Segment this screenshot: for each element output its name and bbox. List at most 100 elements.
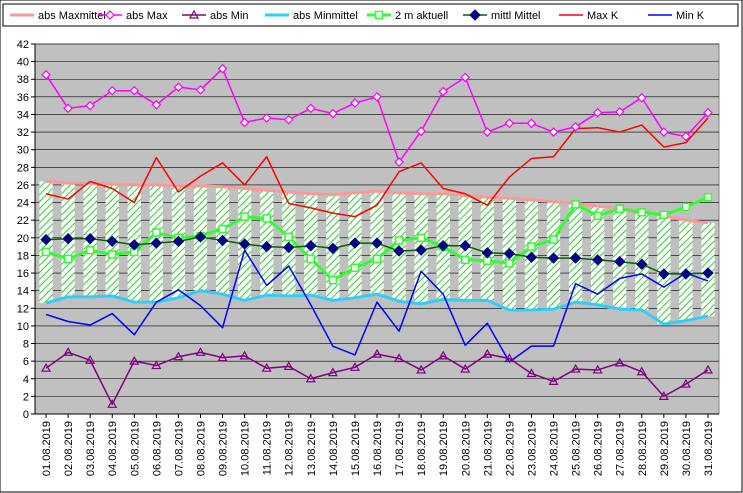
data-point <box>128 239 140 251</box>
y-tick-label: 30 <box>17 145 29 157</box>
data-point <box>548 376 559 386</box>
data-point <box>372 254 382 264</box>
data-point <box>151 99 162 110</box>
y-tick-label: 2 <box>23 391 29 403</box>
data-point <box>593 211 602 221</box>
x-tick-label: 13.08.2019 <box>306 421 318 476</box>
data-point <box>172 235 185 248</box>
data-point <box>415 244 427 256</box>
data-point <box>393 245 405 257</box>
y-tick-label: 34 <box>17 109 29 121</box>
data-point <box>702 267 714 279</box>
y-tick-label: 24 <box>17 198 29 210</box>
data-point <box>350 98 360 108</box>
x-tick-label: 09.08.2019 <box>218 421 230 476</box>
x-tick-label: 18.08.2019 <box>416 421 428 476</box>
data-point <box>459 240 471 252</box>
data-point <box>40 233 52 246</box>
data-point <box>239 117 250 128</box>
data-point <box>615 204 624 213</box>
y-tick-label: 4 <box>23 374 29 386</box>
x-tick-label: 04.08.2019 <box>107 421 119 476</box>
data-point <box>416 364 427 374</box>
data-point <box>527 242 536 251</box>
data-point <box>216 234 229 247</box>
data-point <box>150 237 163 249</box>
data-point <box>636 366 647 376</box>
x-tick-label: 03.08.2019 <box>85 421 97 476</box>
data-point <box>703 107 713 118</box>
data-point <box>658 268 670 280</box>
series-line <box>45 117 709 218</box>
data-point <box>40 362 52 372</box>
data-point <box>63 347 74 356</box>
data-point <box>239 350 250 360</box>
data-point <box>374 10 384 20</box>
data-point <box>416 126 426 137</box>
x-axis-ticks: 01.08.2019 02.08.2019 03.08.2019 04.08.2019… <box>34 44 719 476</box>
data-point <box>592 107 603 118</box>
data-point <box>636 258 648 270</box>
data-point <box>85 245 95 255</box>
data-point <box>460 363 471 373</box>
data-point <box>261 362 272 372</box>
data-point <box>188 9 200 19</box>
legend-label: abs Min <box>210 10 249 22</box>
data-point <box>305 373 316 383</box>
x-tick-label: 27.08.2019 <box>615 421 627 476</box>
data-point <box>105 10 115 20</box>
data-point <box>482 127 493 137</box>
data-point <box>680 268 692 280</box>
x-tick-label: 16.08.2019 <box>372 421 384 476</box>
y-tick-label: 36 <box>17 92 29 104</box>
data-point <box>217 352 228 362</box>
data-point <box>306 254 316 264</box>
data-point <box>195 347 206 356</box>
data-point <box>349 237 361 249</box>
data-point <box>637 208 647 217</box>
data-point <box>570 363 581 373</box>
series-line <box>45 351 709 406</box>
x-tick-label: 22.08.2019 <box>504 421 516 476</box>
x-tick-label: 25.08.2019 <box>571 421 583 476</box>
data-point <box>658 127 669 137</box>
data-point <box>63 103 73 114</box>
x-tick-label: 29.08.2019 <box>659 421 671 476</box>
data-point <box>636 92 647 103</box>
legend-label: Max K <box>587 10 619 22</box>
data-point <box>85 100 96 111</box>
data-point <box>107 85 118 96</box>
legend: abs Maxmittel abs Max abs Min abs Minmittel… <box>2 3 739 27</box>
data-point <box>371 348 383 358</box>
data-point <box>41 69 51 80</box>
data-point <box>460 72 471 83</box>
data-point <box>469 9 481 21</box>
legend-label: abs Max <box>126 10 168 22</box>
x-tick-label: 31.08.2019 <box>703 421 715 476</box>
legend-label: abs Maxmittel <box>38 10 106 22</box>
data-point <box>570 121 581 132</box>
x-tick-label: 02.08.2019 <box>63 421 75 476</box>
data-point <box>438 350 449 360</box>
data-point <box>394 236 404 245</box>
y-tick-label: 14 <box>17 286 29 298</box>
data-point <box>614 255 626 268</box>
data-point <box>592 364 603 374</box>
x-tick-label: 30.08.2019 <box>681 421 693 476</box>
data-point <box>503 247 516 260</box>
y-tick-label: 40 <box>17 57 29 69</box>
x-tick-label: 14.08.2019 <box>328 421 340 476</box>
data-point <box>481 247 494 259</box>
data-point <box>328 275 338 285</box>
data-point <box>283 114 294 125</box>
data-point <box>262 214 271 223</box>
data-point <box>173 82 184 93</box>
y-tick-label: 38 <box>17 74 29 86</box>
data-point <box>658 391 669 400</box>
data-point <box>327 242 339 255</box>
data-point <box>349 362 360 371</box>
data-point <box>261 113 272 123</box>
y-tick-label: 16 <box>17 268 29 280</box>
y-tick-label: 32 <box>17 127 29 139</box>
